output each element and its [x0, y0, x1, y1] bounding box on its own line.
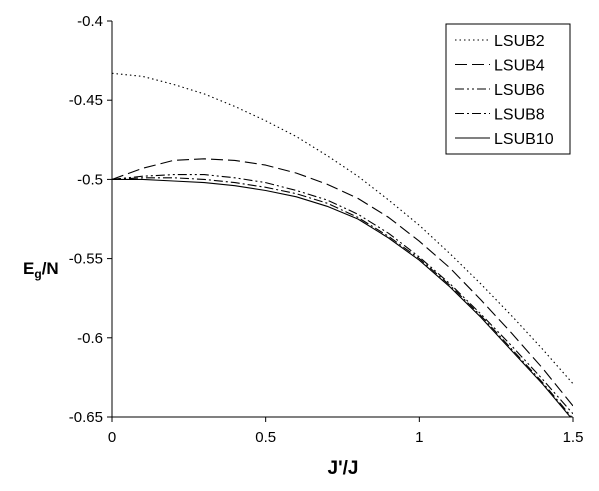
x-axis-ticks: 0 0.5 1 1.5 [108, 417, 584, 446]
y-axis-ticks: -0.4 -0.45 -0.5 -0.55 -0.6 -0.65 [69, 13, 112, 426]
y-axis-title: Eg/N [23, 259, 59, 281]
legend-label-lsub4: LSUB4 [494, 58, 545, 75]
legend-box [445, 23, 571, 155]
x-axis-title: J'/J [328, 458, 359, 479]
y-tick-label: -0.6 [77, 330, 103, 347]
x-tick-label: 0 [108, 429, 116, 446]
legend: LSUB2 LSUB4 LSUB6 LSUB8 LSUB10 [445, 23, 571, 155]
series-line-lsub8 [112, 177, 573, 417]
series-line-lsub10 [112, 178, 572, 417]
y-tick-label: -0.4 [77, 13, 103, 30]
y-tick-label: -0.5 [77, 171, 103, 188]
legend-label-lsub8: LSUB8 [494, 107, 545, 124]
series-layer [112, 72, 573, 417]
series-line-lsub4 [112, 158, 573, 407]
x-tick-label: 0.5 [255, 429, 276, 446]
x-tick-label: 1.5 [563, 429, 584, 446]
legend-label-lsub6: LSUB6 [494, 82, 545, 99]
y-tick-label: -0.65 [69, 409, 103, 426]
series-line-lsub2 [112, 72, 573, 385]
legend-label-lsub2: LSUB2 [494, 33, 545, 50]
x-tick-label: 1 [415, 429, 423, 446]
y-tick-label: -0.45 [69, 92, 103, 109]
y-tick-label: -0.55 [69, 251, 103, 268]
axes [111, 21, 573, 418]
legend-label-lsub10: LSUB10 [494, 131, 554, 148]
